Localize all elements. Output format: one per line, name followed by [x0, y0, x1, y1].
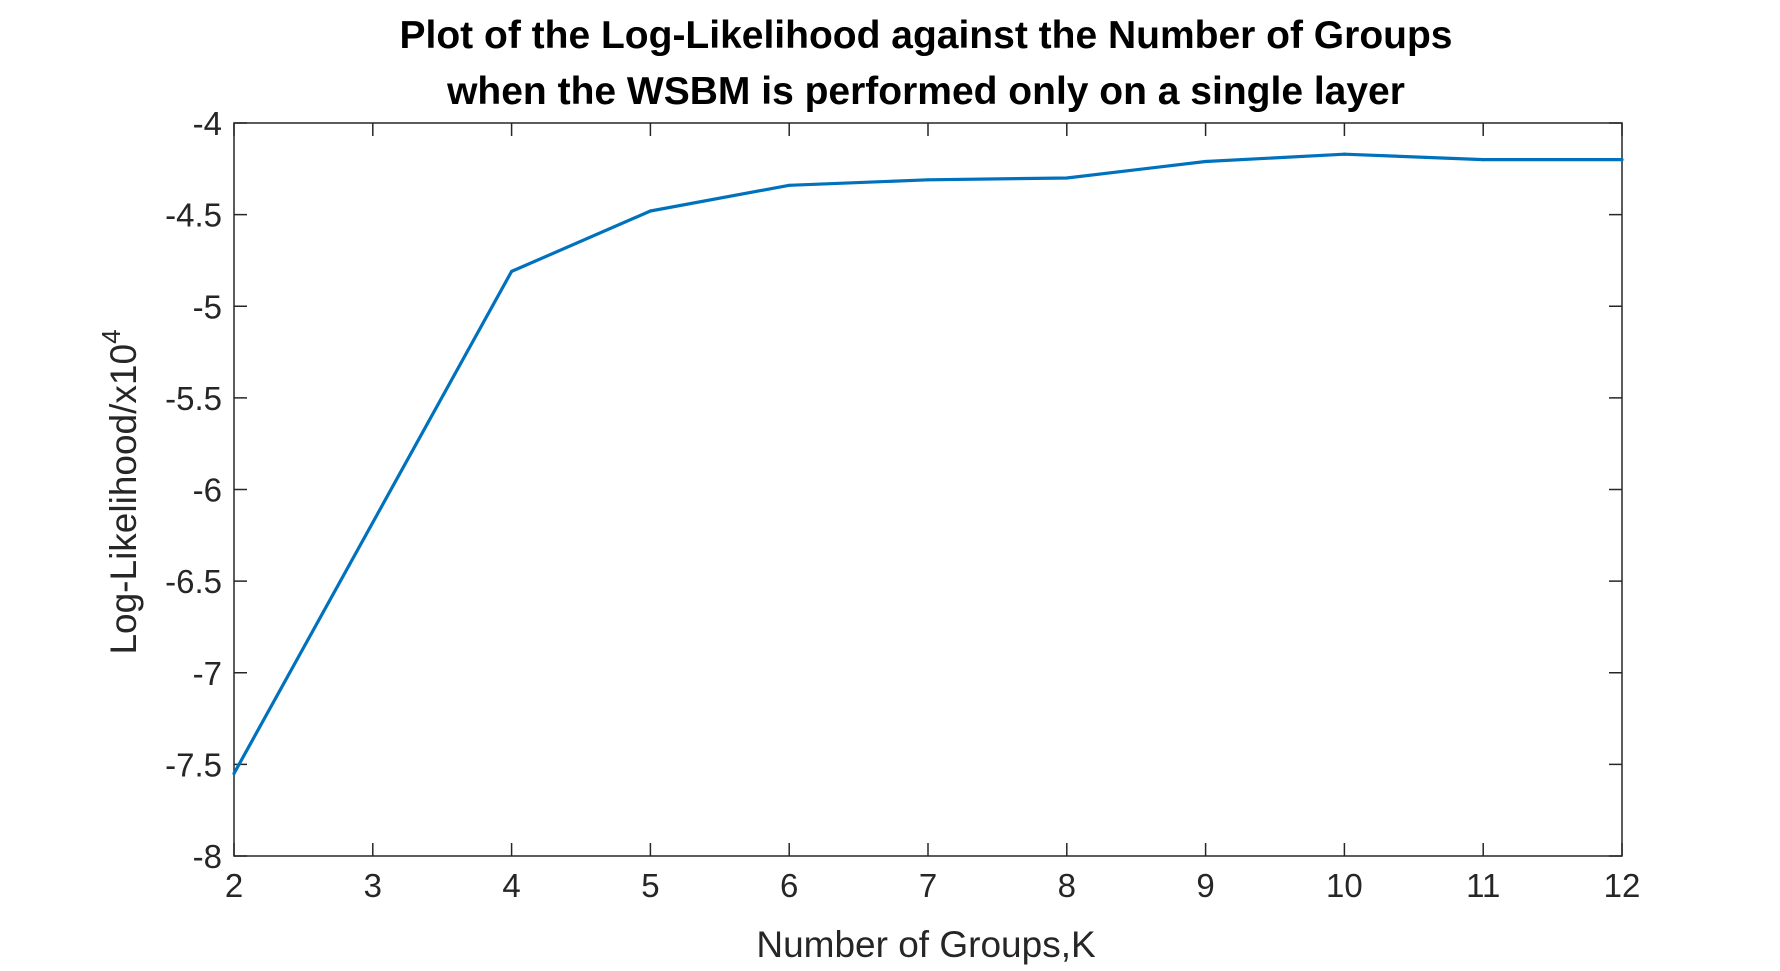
y-tick-label: -6.5: [165, 563, 222, 600]
x-tick-label: 4: [502, 867, 520, 904]
x-tick-label: 12: [1604, 867, 1641, 904]
data-point: [510, 269, 514, 274]
x-tick-label: 5: [641, 867, 659, 904]
y-tick-label: -7: [193, 655, 222, 692]
y-tick-label: -6: [193, 472, 222, 509]
data-point: [1481, 158, 1485, 162]
data-point: [648, 209, 653, 213]
x-tick-label: 2: [225, 867, 243, 904]
data-point: [232, 771, 236, 776]
y-axis-label-text: Log-Likelihood/x10: [103, 344, 144, 655]
y-tick-label: -5: [193, 288, 222, 325]
plot-frame: [233, 122, 1623, 857]
data-point: [926, 178, 930, 182]
plot-axes: 2 3 4 5 6 7 8 9 10 11 12 -4 -4.5 -5 -5.5 -6 -6.5 -7 -7.5 -8: [165, 105, 1640, 904]
y-tick-label: -4: [193, 105, 222, 142]
x-tick-label: 11: [1466, 867, 1500, 904]
x-tick-label: 3: [364, 867, 382, 904]
y-tick-label: -7.5: [165, 746, 222, 783]
x-tick-label: 6: [780, 867, 798, 904]
x-tick-label: 9: [1196, 867, 1214, 904]
x-tick-label: 8: [1058, 867, 1076, 904]
data-point: [1204, 159, 1208, 164]
x-tick-label: 10: [1326, 867, 1363, 904]
y-tick-label: -4.5: [165, 197, 222, 234]
chart-title-line-2: when the WSBM is performed only on a sin…: [446, 70, 1405, 113]
chart-title-line-1: Plot of the Log-Likelihood against the N…: [400, 14, 1453, 57]
series-line: [232, 152, 1622, 775]
x-axis-label: Number of Groups,K: [756, 924, 1096, 965]
y-axis-label-exponent: 4: [96, 329, 126, 343]
data-point: [787, 183, 791, 187]
data-point: [1065, 176, 1069, 180]
x-tick-label: 7: [919, 867, 937, 904]
data-series: [232, 152, 1624, 776]
data-point: [1342, 152, 1346, 156]
data-point: [1620, 158, 1624, 162]
y-axis-label: Log-Likelihood/x104: [96, 329, 144, 654]
y-tick-label: -5.5: [165, 380, 222, 417]
y-tick-label: -8: [193, 838, 222, 875]
